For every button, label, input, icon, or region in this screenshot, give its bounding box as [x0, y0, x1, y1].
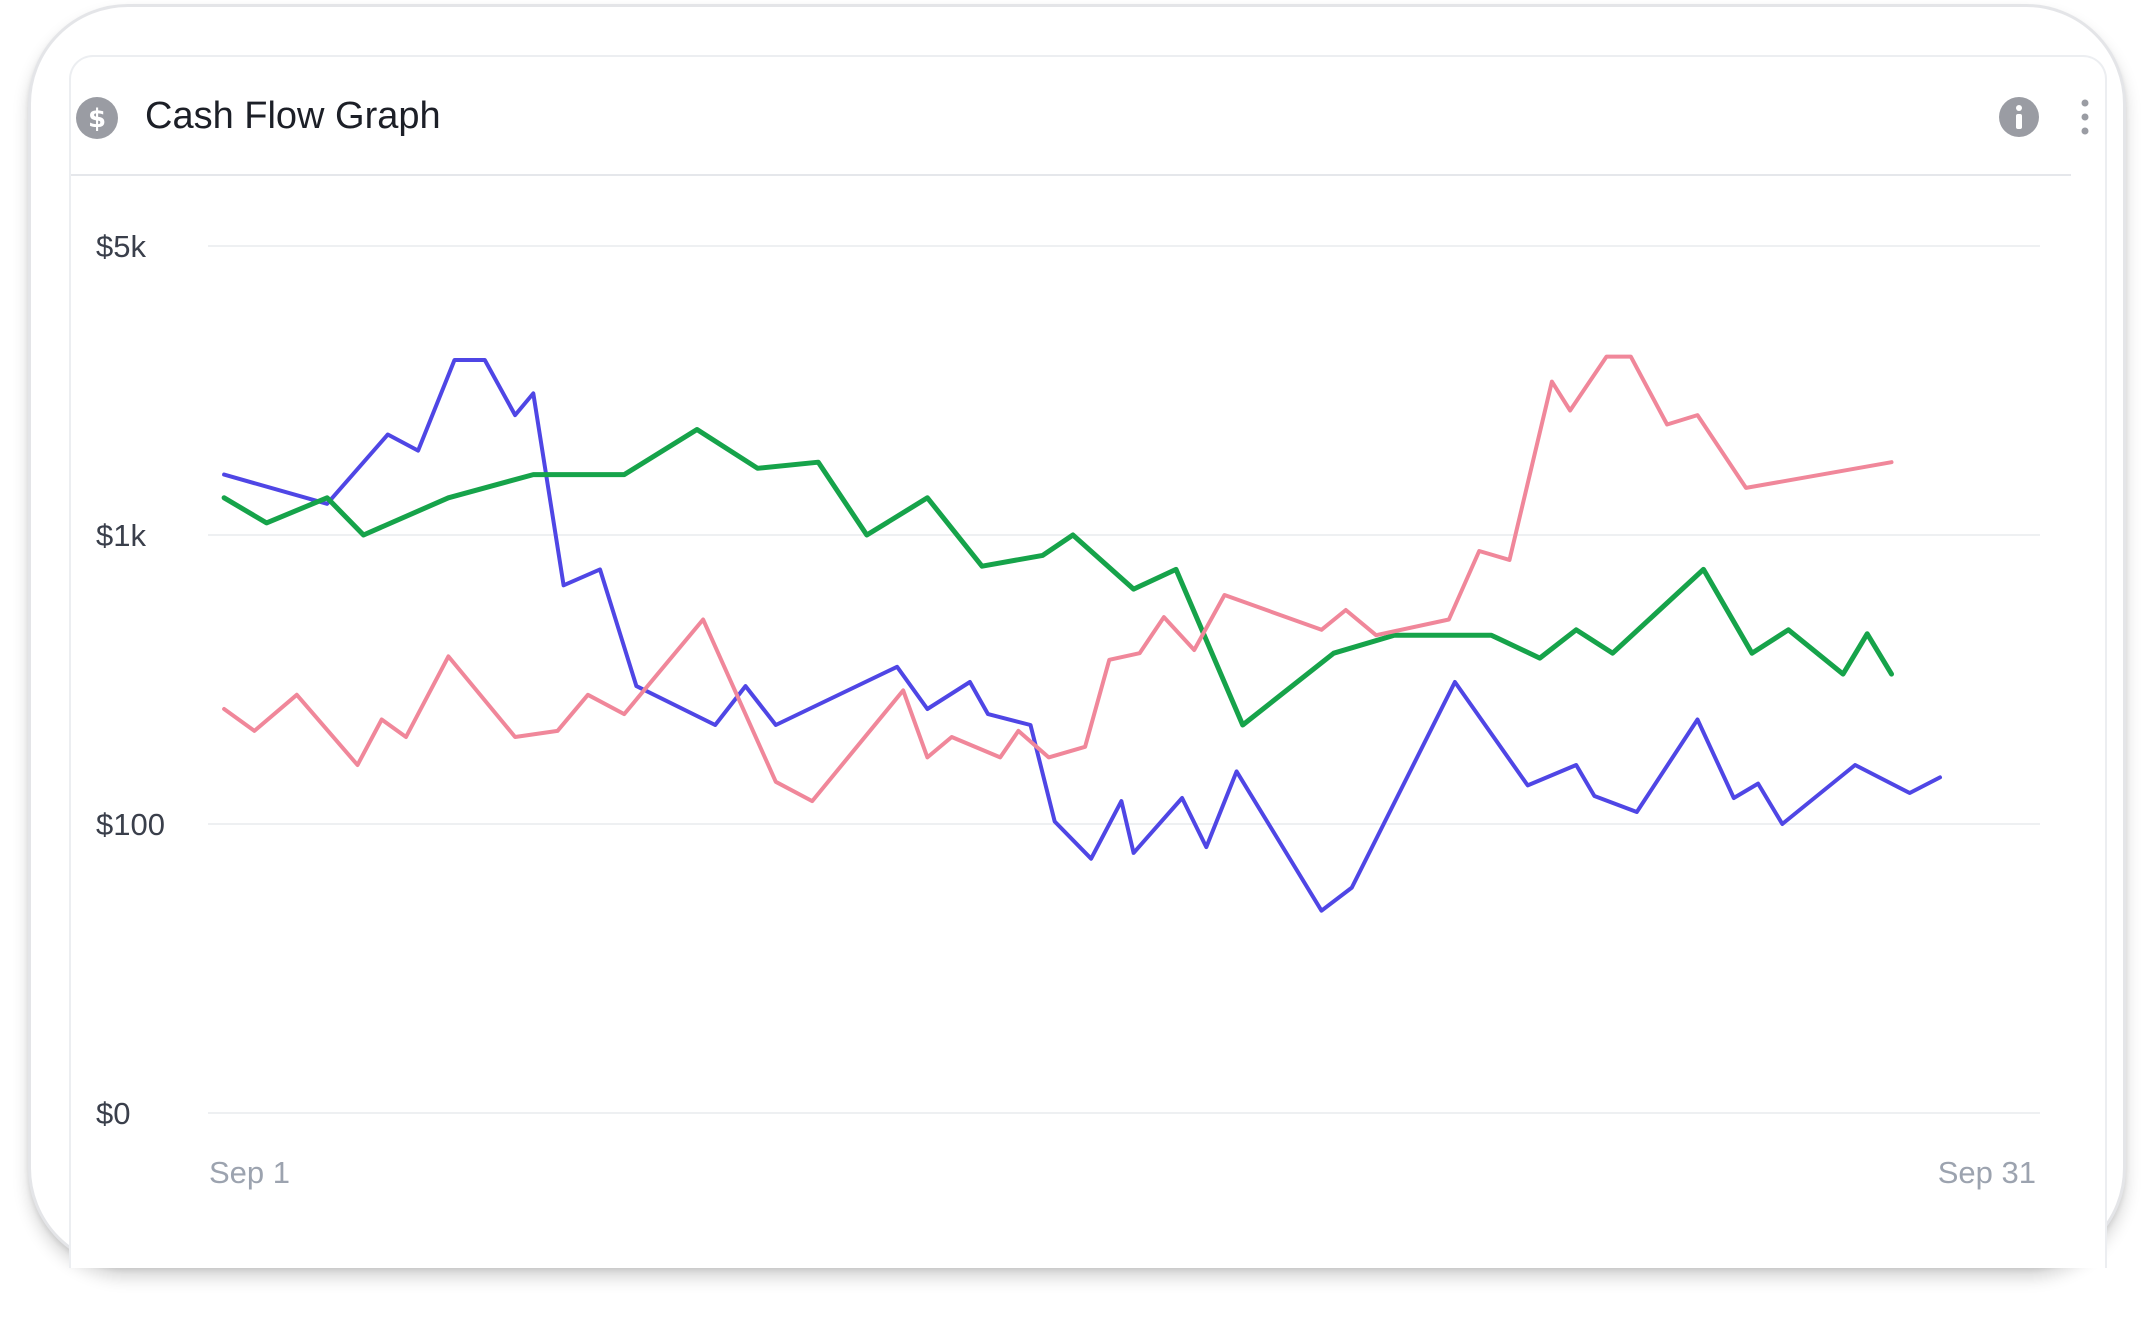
series-line-1: [222, 358, 1942, 913]
more-vertical-icon[interactable]: [2073, 95, 2097, 139]
y-tick-label: $100: [96, 807, 165, 842]
y-tick-label: $5k: [96, 229, 146, 264]
card-header: $ Cash Flow Graph: [71, 57, 2105, 176]
grid-lines: [208, 245, 2040, 1114]
dollar-circle-icon: $: [76, 97, 118, 139]
x-tick-label: Sep 1: [209, 1155, 290, 1190]
series-lines: [221, 354, 1942, 913]
cash-flow-card: $ Cash Flow Graph: [69, 55, 2107, 1268]
y-tick-label: $1k: [96, 518, 146, 553]
y-tick-label: $0: [96, 1096, 130, 1131]
card-title: Cash Flow Graph: [145, 95, 441, 137]
header-divider: [71, 174, 2071, 176]
svg-text:$: $: [88, 104, 106, 134]
x-tick-label: Sep 31: [1938, 1155, 2036, 1190]
x-axis-ticks: Sep 1 Sep 31: [209, 1155, 2036, 1190]
series-line-2: [221, 427, 1894, 728]
info-icon[interactable]: [1998, 96, 2040, 138]
y-axis-ticks: $5k $1k $100 $0: [96, 229, 165, 1131]
series-line-3: [222, 354, 1894, 804]
